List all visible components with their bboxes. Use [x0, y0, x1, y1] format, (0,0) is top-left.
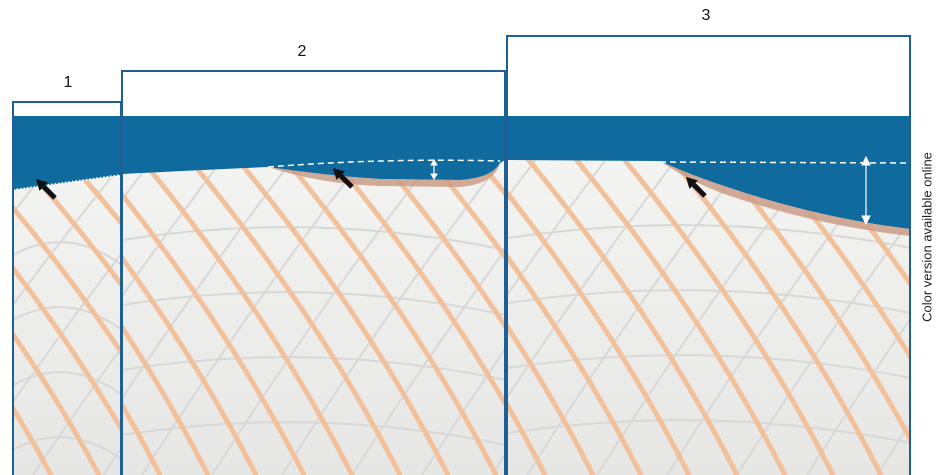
fiber-strand	[0, 175, 3, 475]
panel-3-number: 3	[701, 7, 711, 24]
fiber-strand	[507, 160, 596, 475]
fiber-strand	[122, 160, 211, 475]
arrow-icon	[35, 178, 57, 200]
fiber-strand	[122, 160, 293, 475]
fiber-strand	[507, 160, 678, 475]
panel-2-dashed-line	[267, 159, 501, 168]
fiber-strand	[507, 160, 644, 475]
fiber-strand	[806, 160, 910, 475]
fiber-strand	[13, 371, 121, 396]
fiber-strand	[13, 241, 121, 266]
panel-2-blue-band	[122, 116, 505, 180]
fiber-strand	[122, 226, 505, 251]
fiber-strand	[427, 160, 505, 475]
fiber-strand	[30, 175, 121, 475]
fiber-strand	[122, 160, 223, 475]
fiber-strand	[507, 289, 910, 314]
fiber-strand	[283, 160, 499, 475]
fiber-strand	[122, 160, 163, 475]
panel-2-edge-zone	[268, 163, 500, 187]
fiber-strand	[331, 160, 505, 475]
fiber-strand	[507, 160, 608, 475]
panel-2-frame	[121, 70, 506, 475]
panel-1-number: 1	[63, 74, 73, 91]
fiber-strand	[78, 175, 121, 475]
panel-1-sheet	[0, 175, 121, 475]
fiber-strand	[235, 160, 451, 475]
double-arrow-icon	[861, 155, 871, 226]
fiber-strand	[572, 160, 788, 475]
fiber-strand	[421, 160, 505, 475]
fiber-strand	[526, 160, 748, 475]
fiber-strand	[211, 160, 433, 475]
panel-3-edge-zone	[660, 161, 910, 236]
fiber-strand	[13, 175, 114, 475]
fiber-strand	[13, 436, 121, 461]
fiber-strand	[507, 354, 910, 379]
fiber-strand	[668, 160, 884, 475]
fiber-strand	[122, 160, 307, 475]
fiber-strand	[122, 160, 259, 475]
fiber-strand	[507, 160, 548, 475]
panel-1-dotted-edge	[12, 174, 122, 191]
arrow-icon	[685, 176, 707, 198]
fiber-strand	[13, 175, 121, 475]
fiber-strand	[379, 160, 505, 475]
fiber-strand	[524, 160, 740, 475]
panel-1-blue-band	[13, 116, 121, 190]
fiber-strand	[13, 306, 121, 331]
fiber-strand	[13, 175, 121, 475]
fiber-strand	[281, 160, 503, 475]
fiber-strand	[13, 175, 54, 475]
fiber-strand	[139, 160, 355, 475]
fiber-strand	[620, 160, 836, 475]
panel-3-dashed-line	[659, 161, 911, 164]
arrow-icon	[332, 167, 354, 189]
fiber-strand	[507, 160, 692, 475]
fiber-strand	[141, 160, 363, 475]
fiber-strand	[122, 356, 505, 381]
fiber-strand	[507, 224, 910, 249]
fiber-strand	[32, 175, 121, 475]
fiber-strand	[187, 160, 403, 475]
panel-2-sheet	[122, 160, 505, 475]
fiber-strand	[13, 175, 121, 475]
fiber-strand	[122, 421, 505, 446]
fiber-strand	[13, 175, 102, 475]
color-note: Color version available online	[919, 152, 935, 322]
fiber-strand	[122, 291, 505, 316]
double-arrow-icon	[430, 159, 438, 180]
panel-3-frame	[506, 35, 911, 475]
panel-2-number: 2	[297, 43, 307, 60]
panel-3-blue-band	[507, 116, 910, 229]
